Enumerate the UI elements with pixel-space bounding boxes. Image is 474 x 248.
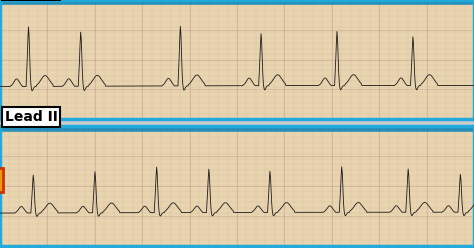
Text: Lead II: Lead II [5, 110, 58, 124]
Text: 5: 5 [366, 142, 373, 152]
Text: 1: 1 [35, 142, 41, 152]
Text: 2: 2 [101, 142, 108, 152]
Text: 3: 3 [210, 142, 217, 152]
Text: 4: 4 [291, 142, 297, 152]
